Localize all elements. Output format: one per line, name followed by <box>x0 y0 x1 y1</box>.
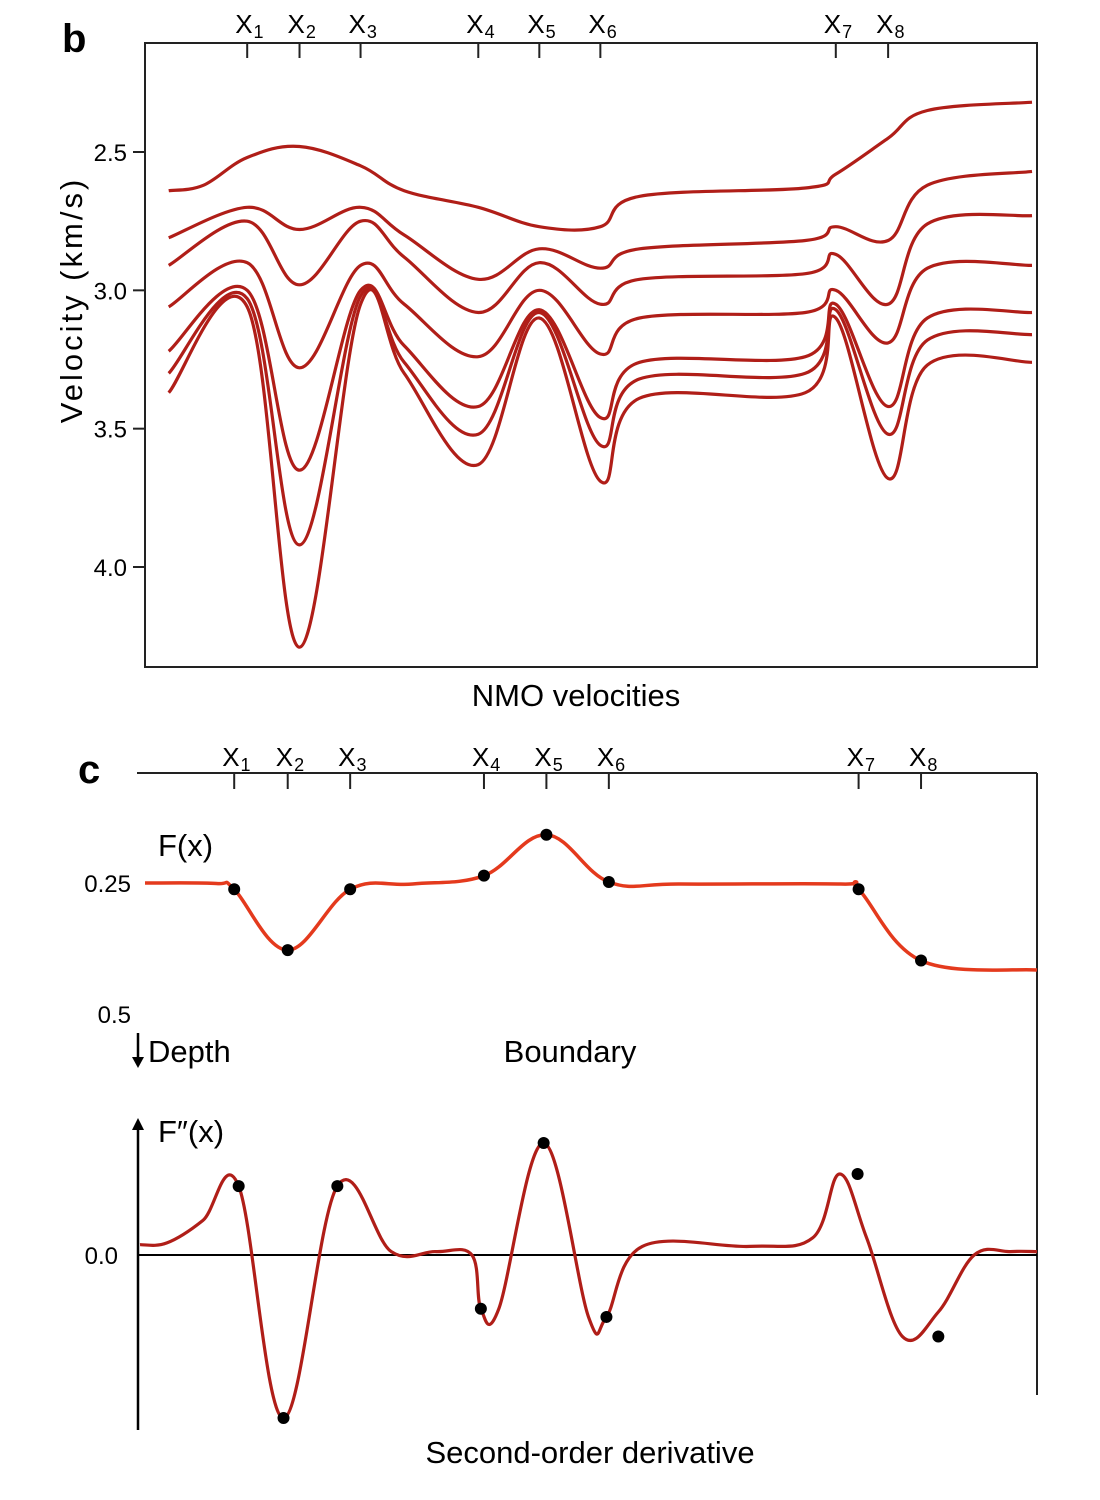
panel-c-marker-label: X4 <box>472 742 500 775</box>
panel-b-marker-sub: 8 <box>894 22 904 42</box>
fpp-extremum-point <box>600 1310 613 1323</box>
panel-b-velocity-curve <box>167 286 1033 547</box>
fx-extremum-point <box>852 883 865 896</box>
panel-c-marker-label: X5 <box>534 742 562 775</box>
panel-c-marker-label: X8 <box>909 742 937 775</box>
panel-b-velocity-curve <box>167 212 1033 315</box>
panel-b-marker-sub: 7 <box>842 22 852 42</box>
panel-b-markers: X1 X2 X3 X4 X5 X6 X7 X8 <box>235 9 904 58</box>
panel-b-ylabel: Velocity (km/s) <box>54 177 89 424</box>
panel-b-marker-sub: 6 <box>607 22 617 42</box>
fx-extremum-point <box>602 875 615 888</box>
panel-c-marker-sub: 8 <box>927 755 937 775</box>
panel-c-marker-sub: 6 <box>615 755 625 775</box>
fx-extremum-point <box>915 954 928 967</box>
panel-c-marker-sub: 2 <box>294 755 304 775</box>
panel-c-ytick-label: 0.25 <box>84 871 131 898</box>
panel-c-marker-sub: 5 <box>553 755 563 775</box>
fx-curve-line <box>144 833 1038 972</box>
derivative-arrow-head <box>132 1118 144 1130</box>
panel-b-ytick-label: 3.0 <box>94 278 127 305</box>
panel-b-ytick-label: 3.5 <box>94 417 127 444</box>
panel-c-letter: c <box>78 748 100 792</box>
panel-b-ytick-label: 2.5 <box>94 140 127 167</box>
fpp-extremum-point <box>331 1180 344 1193</box>
fx-extremum-point <box>477 869 490 882</box>
panel-c-title: Second-order derivative <box>425 1435 754 1470</box>
panel-b-marker-sub: 4 <box>485 22 495 42</box>
panel-c-marker-sub: 4 <box>490 755 500 775</box>
panel-b-marker-label: X7 <box>824 9 852 42</box>
fpp-extremum-point <box>277 1412 290 1424</box>
panel-b-marker-label: X4 <box>466 9 494 42</box>
panel-b-marker-sub: 5 <box>546 22 556 42</box>
panel-c-marker-sub: 3 <box>357 755 367 775</box>
panel-c-fpp-curve <box>139 1137 1038 1424</box>
panel-b-marker-label: X8 <box>876 9 904 42</box>
fx-extremum-point <box>281 944 294 957</box>
panel-b-velocity-curve <box>167 259 1033 370</box>
panel-b-velocity-curve <box>167 288 1033 649</box>
fx-extremum-point <box>228 883 241 896</box>
panel-b-marker-label: X3 <box>349 9 377 42</box>
panel-b-title: NMO velocities <box>472 678 680 713</box>
panel-b-letter: b <box>62 17 86 61</box>
panel-c-ytick-label: 0.5 <box>98 1002 131 1029</box>
panel-b-frame <box>144 42 1038 668</box>
panel-c-markers: X1 X2 X3 X4 X5 X6 X7 X8 <box>222 742 937 789</box>
panel-b-marker-label: X1 <box>235 9 263 42</box>
panel-b-marker-sub: 2 <box>306 22 316 42</box>
fx-extremum-point <box>540 828 553 841</box>
panel-c-marker-label: X3 <box>338 742 366 775</box>
fx-extremum-point <box>344 883 357 896</box>
panel-c-bottom-ytick-label: 0.0 <box>85 1243 118 1270</box>
panel-b-marker-sub: 1 <box>254 22 264 42</box>
depth-label: Depth <box>148 1034 231 1069</box>
panel-c-marker-label: X7 <box>847 742 875 775</box>
depth-arrow-head <box>132 1057 144 1068</box>
panel-c-marker-label: X1 <box>222 742 250 775</box>
panel-b-marker-sub: 3 <box>367 22 377 42</box>
panel-c-marker-sub: 7 <box>865 755 875 775</box>
panel-c-marker-label: X6 <box>597 742 625 775</box>
fpp-extremum-point <box>851 1168 864 1181</box>
panel-b-marker-label: X6 <box>588 9 616 42</box>
fpp-extremum-point <box>232 1180 245 1193</box>
panel-c-marker-sub: 1 <box>241 755 251 775</box>
panel-c-marker-label: X2 <box>276 742 304 775</box>
panel-c-fx-curve <box>144 828 1038 972</box>
panel-b-velocity-curve <box>168 100 1033 232</box>
panel-c-y-axis: 0.25 0.5 0.0 <box>84 871 131 1270</box>
fpp-extremum-point <box>932 1330 945 1343</box>
boundary-label: Boundary <box>504 1034 637 1069</box>
panel-b-marker-label: X2 <box>288 9 316 42</box>
fx-label: F(x) <box>158 828 213 863</box>
panel-b-velocity-curve <box>167 283 1033 472</box>
panel-b-ytick-label: 4.0 <box>94 555 127 582</box>
panel-b-marker-label: X5 <box>527 9 555 42</box>
fpp-label: F″(x) <box>158 1114 224 1149</box>
panel-b-y-axis: 2.5 3.0 3.5 4.0 <box>94 140 145 582</box>
fpp-extremum-point <box>474 1302 487 1315</box>
fpp-curve-line <box>139 1141 1038 1420</box>
fpp-extremum-point <box>537 1137 550 1149</box>
panel-b-curves <box>167 100 1033 649</box>
panel-b-velocity-curve <box>168 169 1033 281</box>
